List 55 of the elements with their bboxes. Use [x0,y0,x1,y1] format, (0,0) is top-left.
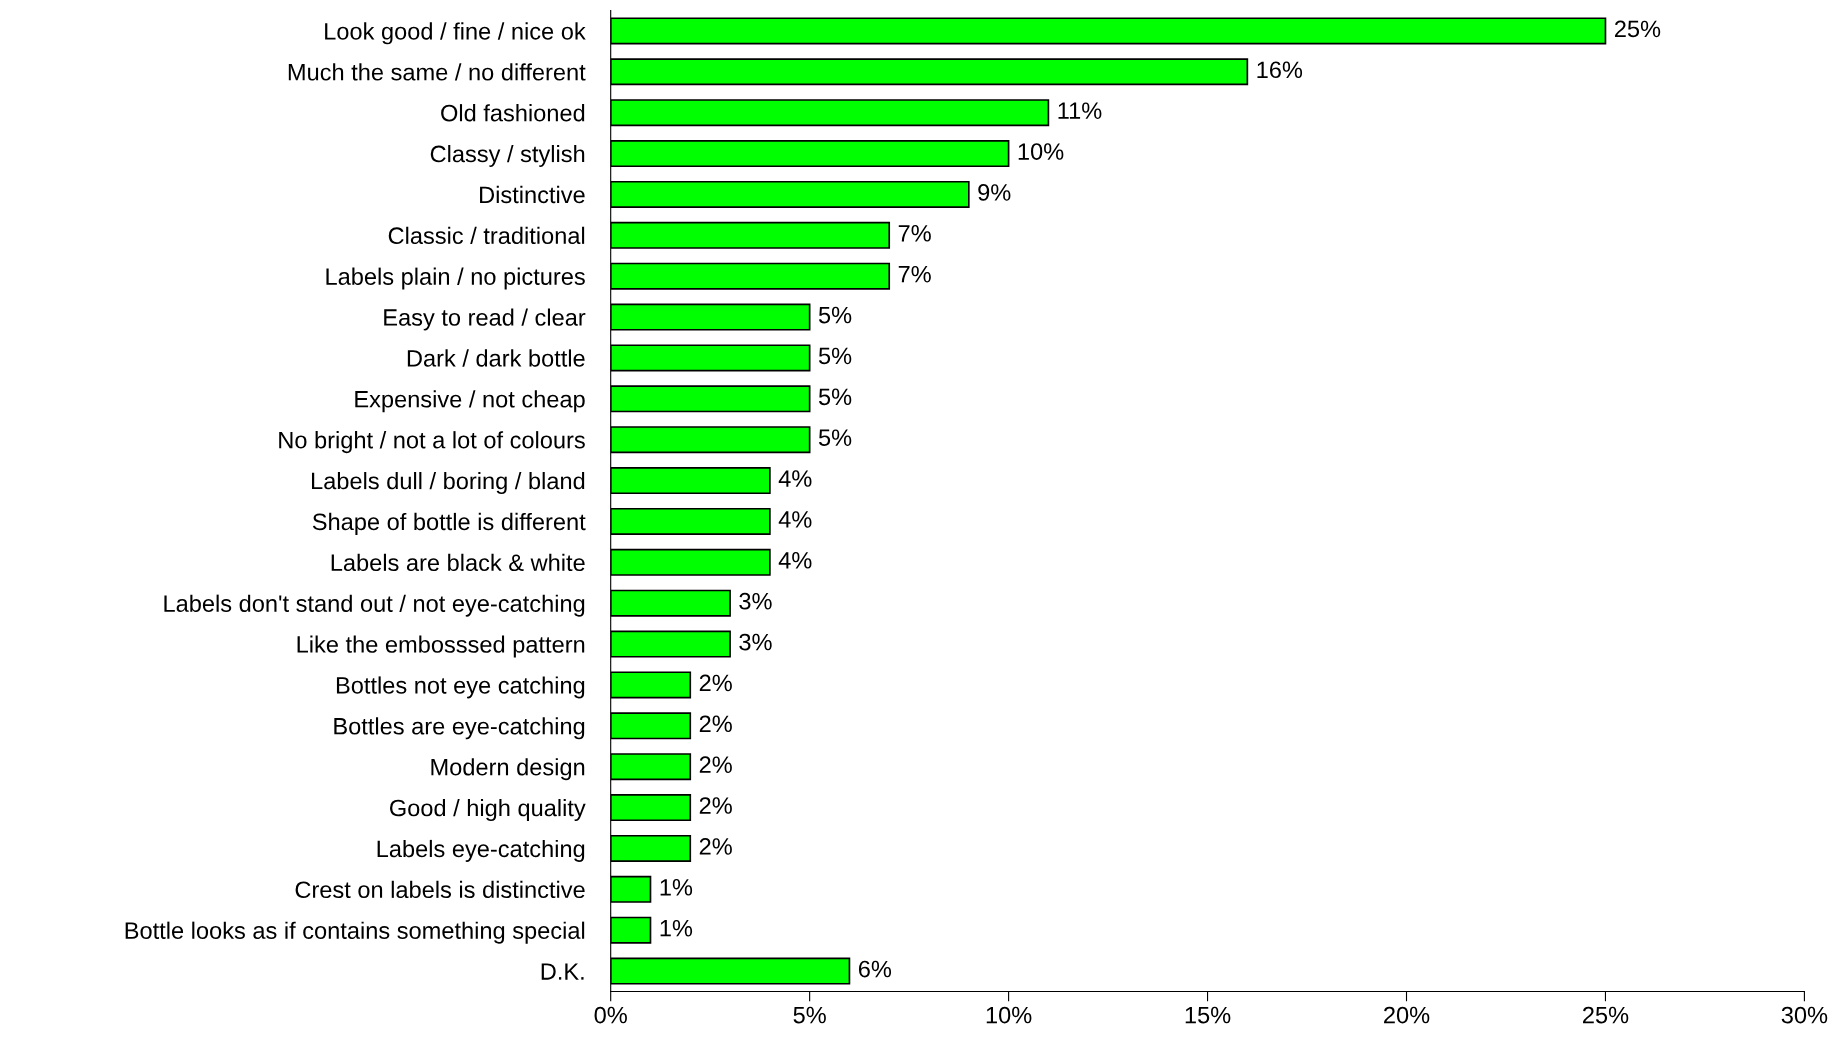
data-label: 5% [818,388,852,406]
y-tick-label: Like the embosssed pattern [297,635,585,658]
data-label: 2% [699,838,732,855]
data-label: 1% [660,879,693,896]
y-tick-label: Old fashioned [441,104,585,122]
y-tick-label: Labels dull / boring / bland [312,472,585,495]
data-label: 2% [699,715,732,733]
x-tick-label: 15% [1185,1006,1231,1024]
y-tick-label: Dark / dark bottle [407,349,585,367]
y-tick-label: Good / high quality [390,799,586,822]
x-tick-label: 20% [1384,1006,1430,1024]
x-tick-label: 10% [986,1006,1032,1024]
data-label: 6% [858,960,892,978]
y-tick-label: Labels are black & white [331,553,585,572]
y-tick-label: No bright / not a lot of colours [279,431,585,454]
data-label: 9% [978,184,1011,201]
data-label: 4% [778,552,812,569]
y-tick-label: D.K. [541,963,584,980]
y-tick-label: Bottles not eye catching [336,676,585,699]
y-tick-label: Expensive / not cheap [355,390,585,413]
data-label: 2% [699,797,732,814]
data-label: 4% [778,511,812,528]
data-label: 5% [818,347,852,365]
data-label: 5% [818,306,852,324]
data-label: 2% [699,674,732,692]
y-tick-label: Classy / stylish [430,144,585,167]
data-label: 10% [1018,143,1064,160]
x-tick-label: 0% [594,1006,627,1024]
x-tick-label: 30% [1781,1006,1828,1024]
y-tick-label: Labels plain / no pictures [326,267,585,290]
data-label: 4% [778,470,812,487]
data-label: 16% [1257,61,1303,79]
y-tick-label: Much the same / no different [288,63,586,81]
data-label: 7% [898,225,931,242]
y-tick-label: Crest on labels is distinctive [295,880,585,899]
y-tick-label: Labels eye-catching [377,839,585,862]
data-label: 1% [660,919,693,937]
y-tick-label: Labels don't stand out / not eye-catching [164,594,585,617]
data-label: 5% [818,429,852,447]
y-tick-label: Easy to read / clear [384,308,586,331]
y-tick-label: Distinctive [480,185,585,204]
data-label: 3% [739,633,772,651]
data-label: 2% [699,756,732,773]
data-label: 11% [1058,102,1102,119]
y-tick-label: Bottle looks as if contains something special [125,921,585,944]
y-tick-label: Bottles are eye-catching [334,717,585,740]
x-tick-label: 5% [793,1006,826,1024]
data-label: 7% [898,265,931,283]
y-tick-label: Classic / traditional [388,226,585,245]
y-tick-label: Look good / fine / nice ok [325,22,586,45]
y-tick-label: Modern design [431,758,585,781]
data-label: 25% [1614,20,1661,38]
x-tick-label: 25% [1583,1006,1629,1024]
y-tick-label: Shape of bottle is different [312,512,586,535]
data-label: 3% [739,592,772,610]
